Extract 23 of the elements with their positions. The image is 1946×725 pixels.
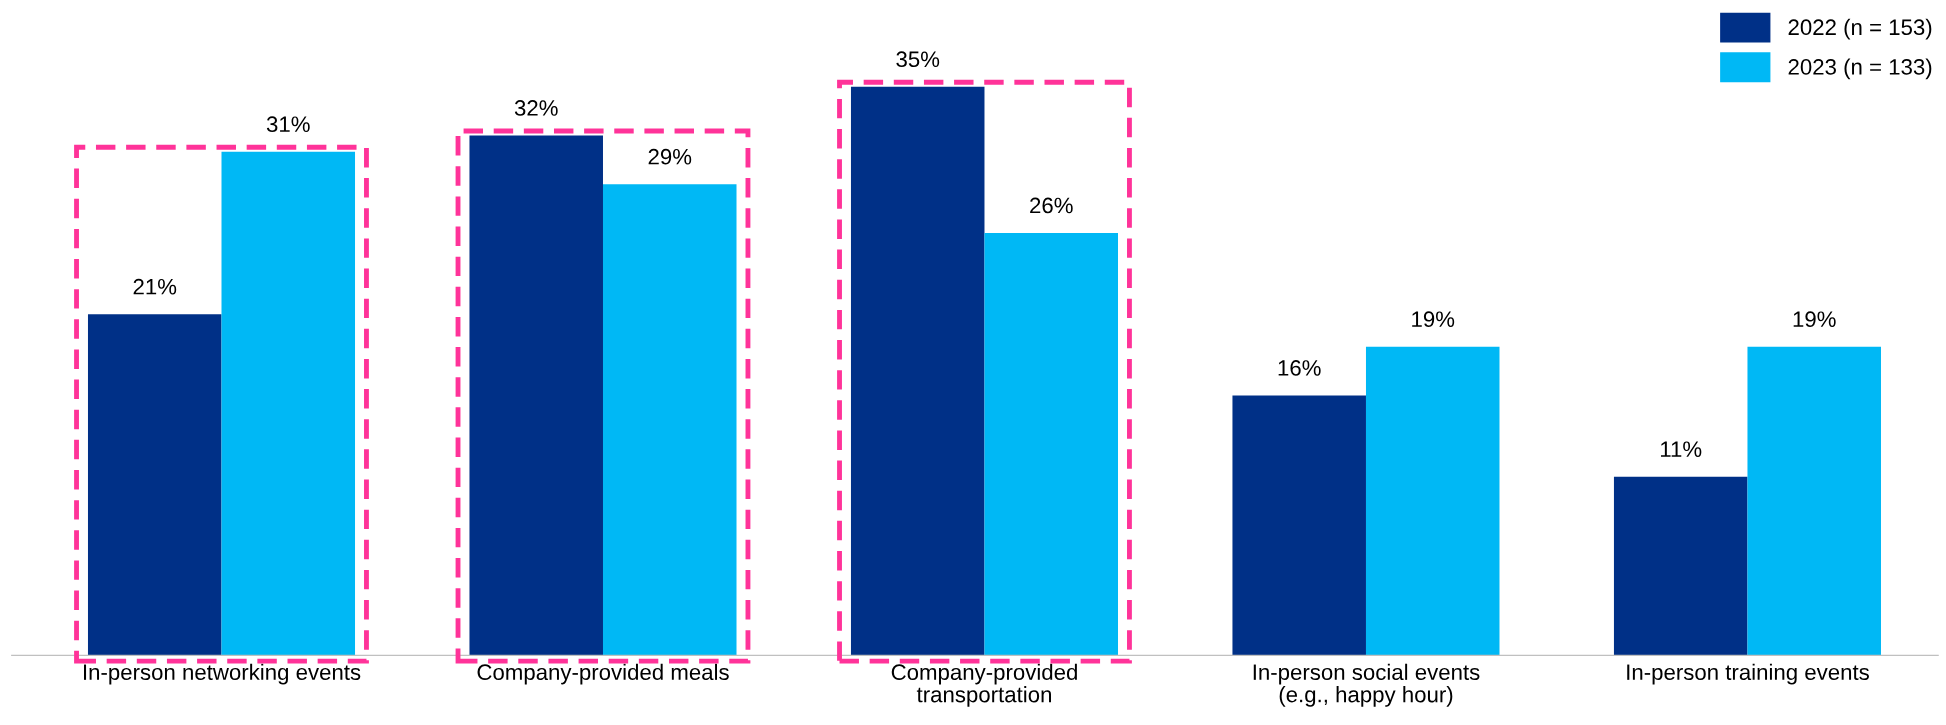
x-tick-label: In-person training events [1627, 663, 1869, 685]
data-label: 19% [1412, 311, 1455, 328]
data-label: 21% [133, 278, 177, 295]
x-tick-label: Company-provided meals [477, 663, 729, 685]
x-tick-label: Company-provided transportation [891, 663, 1077, 707]
data-label: 11% [1660, 441, 1702, 457]
data-label: 16% [1278, 360, 1321, 376]
data-label: 35% [896, 51, 940, 68]
legend-label: 2022 (n = 153) [1788, 18, 1932, 40]
legend-label: 2023 (n = 133) [1788, 58, 1932, 80]
x-tick-label: In-person social events (e.g., happy hour) [1253, 663, 1480, 707]
bar [1613, 476, 1748, 656]
bar [1365, 346, 1500, 656]
bar [87, 314, 222, 656]
data-label: 32% [514, 100, 558, 116]
x-tick-label: In-person networking events [83, 663, 361, 685]
data-label: 26% [1030, 197, 1073, 214]
data-label: 19% [1793, 311, 1836, 328]
bar [1232, 395, 1366, 656]
data-label: 31% [266, 116, 310, 133]
data-label: 29% [648, 148, 692, 165]
bar [1747, 346, 1881, 656]
bar [984, 232, 1119, 656]
